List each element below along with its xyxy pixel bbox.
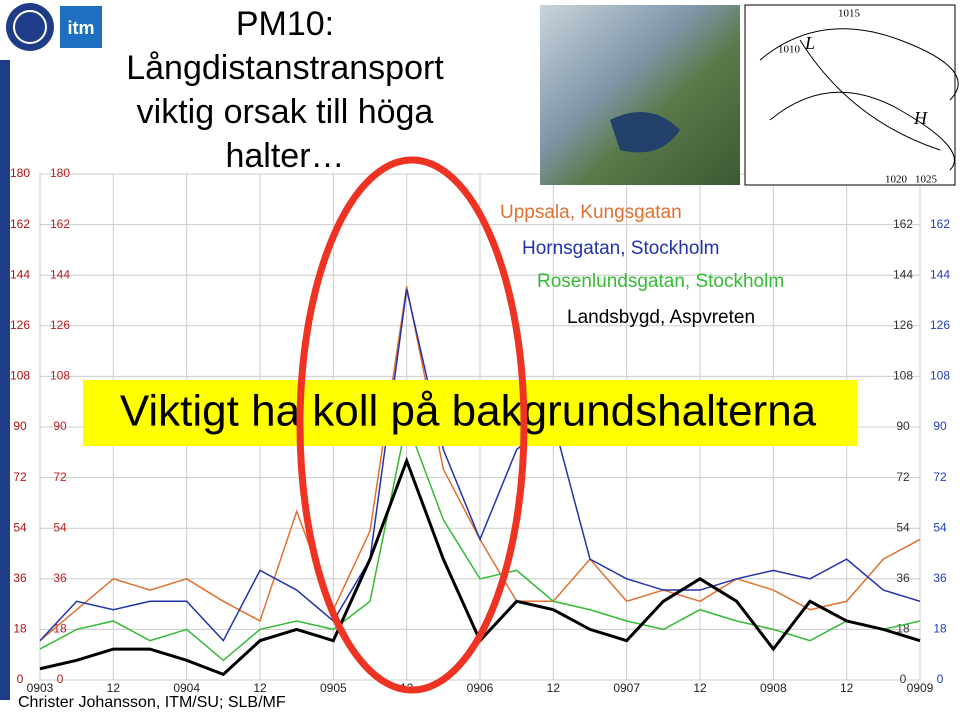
y-tick-label: 162 bbox=[10, 217, 30, 231]
y-tick-label: 180 bbox=[10, 166, 30, 180]
callout-text: Viktigt ha koll på bakgrundshalterna bbox=[120, 387, 817, 436]
y-tick-label: 144 bbox=[50, 267, 70, 281]
satellite-image bbox=[540, 5, 740, 185]
callout-box bbox=[83, 380, 857, 446]
x-tick-label: 0903 bbox=[27, 681, 54, 695]
y-tick-label: 18 bbox=[933, 622, 947, 636]
map-label: 1010 bbox=[778, 44, 801, 56]
title-line: halter… bbox=[225, 137, 344, 175]
y-tick-label: 126 bbox=[893, 318, 913, 332]
highlight-ellipse bbox=[296, 156, 528, 694]
y-tick-label: 54 bbox=[896, 520, 910, 534]
y-tick-label: 72 bbox=[933, 470, 947, 484]
title-line: viktig orsak till höga bbox=[137, 93, 434, 131]
x-tick-label: 0907 bbox=[613, 681, 640, 695]
satellite-sea bbox=[610, 112, 680, 153]
x-tick-label: 12 bbox=[107, 681, 121, 695]
y-tick-label: 162 bbox=[50, 217, 70, 231]
title-line: PM10: bbox=[236, 5, 334, 43]
side-strip bbox=[0, 60, 10, 700]
y-tick-label: 18 bbox=[13, 622, 27, 636]
map-label: 1015 bbox=[838, 8, 861, 20]
y-tick-label: 54 bbox=[53, 520, 67, 534]
y-tick-label: 36 bbox=[53, 571, 67, 585]
y-tick-label: 108 bbox=[50, 369, 70, 383]
map-label: 1020 bbox=[885, 174, 908, 186]
y-tick-label: 0 bbox=[937, 672, 944, 686]
y-tick-label: 72 bbox=[896, 470, 910, 484]
x-tick-label: 12 bbox=[840, 681, 854, 695]
y-tick-label: 36 bbox=[896, 571, 910, 585]
logo-box bbox=[60, 6, 102, 48]
y-tick-label: 144 bbox=[893, 267, 913, 281]
y-tick-label: 144 bbox=[930, 267, 950, 281]
title-line: Långdistanstransport bbox=[126, 49, 444, 87]
y-tick-label: 54 bbox=[13, 520, 27, 534]
series-line bbox=[39, 289, 921, 642]
y-tick-label: 162 bbox=[930, 217, 950, 231]
series-line bbox=[39, 418, 921, 662]
map-label: 1025 bbox=[915, 174, 938, 186]
y-tick-label: 90 bbox=[896, 419, 910, 433]
map-label: L bbox=[804, 33, 815, 53]
logo-text: itm bbox=[68, 18, 95, 38]
y-tick-label: 0 bbox=[17, 672, 24, 686]
y-tick-label: 54 bbox=[933, 520, 947, 534]
legend-entry: Uppsala, Kungsgatan bbox=[500, 202, 682, 223]
y-tick-label: 162 bbox=[893, 217, 913, 231]
x-tick-label: 12 bbox=[253, 681, 267, 695]
isobars bbox=[759, 28, 959, 171]
map-label: H bbox=[913, 108, 928, 128]
y-tick-label: 126 bbox=[50, 318, 70, 332]
y-tick-label: 108 bbox=[893, 369, 913, 383]
y-tick-label: 72 bbox=[13, 470, 27, 484]
y-tick-label: 72 bbox=[53, 470, 67, 484]
x-tick-label: 0904 bbox=[173, 681, 200, 695]
legend-entry: Hornsgatan, Stockholm bbox=[522, 238, 720, 259]
y-tick-label: 90 bbox=[13, 419, 27, 433]
y-tick-label: 18 bbox=[53, 622, 67, 636]
y-tick-label: 180 bbox=[50, 166, 70, 180]
y-tick-label: 90 bbox=[933, 419, 947, 433]
legend-entry: Landsbygd, Aspvreten bbox=[567, 307, 755, 328]
y-tick-label: 0 bbox=[57, 672, 64, 686]
y-tick-label: 126 bbox=[10, 318, 30, 332]
legend-entry: Rosenlundsgatan, Stockholm bbox=[537, 271, 784, 292]
footer: Christer Johansson, ITM/SU; SLB/MF bbox=[18, 694, 286, 711]
seal-ring bbox=[13, 10, 47, 44]
y-tick-label: 90 bbox=[53, 419, 67, 433]
x-tick-label: 0909 bbox=[907, 681, 934, 695]
weather-map bbox=[744, 4, 956, 186]
x-tick-label: 0906 bbox=[467, 681, 494, 695]
y-tick-label: 0 bbox=[900, 672, 907, 686]
y-tick-label: 108 bbox=[10, 369, 30, 383]
x-tick-label: 12 bbox=[693, 681, 707, 695]
y-tick-label: 144 bbox=[10, 267, 30, 281]
x-tick-label: 0905 bbox=[320, 681, 347, 695]
y-tick-label: 36 bbox=[933, 571, 947, 585]
x-tick-label: 12 bbox=[547, 681, 561, 695]
y-tick-label: 108 bbox=[930, 369, 950, 383]
x-tick-label: 0908 bbox=[760, 681, 787, 695]
y-tick-label: 126 bbox=[930, 318, 950, 332]
y-tick-label: 36 bbox=[13, 571, 27, 585]
